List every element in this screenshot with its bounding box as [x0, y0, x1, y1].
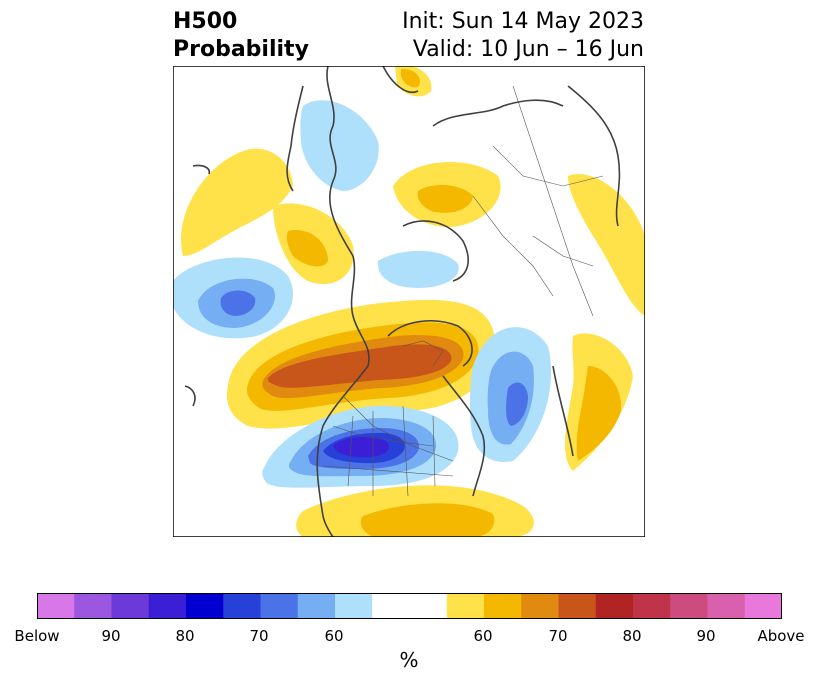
below-normal-central-trough	[262, 405, 459, 488]
colorbar-tick: 80	[622, 627, 642, 645]
coastlines	[184, 66, 621, 537]
colorbar-tick: 80	[175, 627, 195, 645]
colorbar-segment	[186, 593, 224, 619]
colorbar-tick: 90	[696, 627, 716, 645]
colorbar-segment	[484, 593, 522, 619]
below-normal-europe	[377, 250, 459, 288]
colorbar-segment	[744, 593, 782, 619]
colorbar-segment	[111, 593, 150, 619]
above-normal-europe	[393, 66, 501, 227]
colorbar-segment	[558, 593, 597, 619]
above-normal-south	[296, 485, 534, 537]
colorbar-segment	[707, 593, 746, 619]
variable-label: H500	[173, 9, 238, 34]
probability-map	[173, 66, 645, 537]
colorbar-segment	[260, 593, 299, 619]
colorbar-segment	[521, 593, 559, 619]
map-title: H500 Probability	[173, 8, 309, 64]
colorbar-segment	[223, 593, 261, 619]
colorbar-segment	[37, 593, 75, 619]
colorbar-tick: 90	[101, 627, 121, 645]
date-info: Init: Sun 14 May 2023 Valid: 10 Jun – 16…	[402, 8, 644, 64]
above-normal-central-ridge	[227, 299, 496, 429]
colorbar-segment	[595, 593, 634, 619]
colorbar-unit-label: %	[399, 648, 419, 672]
borders	[322, 85, 604, 497]
colorbar-segment	[74, 593, 112, 619]
colorbar-segment	[670, 593, 708, 619]
colorbar-segment	[297, 593, 336, 619]
colorbar-segment	[446, 593, 485, 619]
below-normal-asia	[469, 327, 552, 462]
above-normal-asia	[565, 174, 645, 471]
colorbar-tick: 60	[324, 627, 344, 645]
colorbar-border	[37, 593, 782, 619]
colorbar-segment	[372, 593, 448, 619]
colorbar-segment	[148, 593, 187, 619]
colorbar-segment	[633, 593, 671, 619]
colorbar-tick: 70	[249, 627, 269, 645]
valid-range: Valid: 10 Jun – 16 Jun	[412, 37, 644, 62]
colorbar-tick: 70	[548, 627, 568, 645]
colorbar-tick: Below	[14, 627, 60, 645]
product-label: Probability	[173, 37, 309, 62]
colorbar-segment	[335, 593, 373, 619]
colorbar-tick: 60	[473, 627, 493, 645]
below-normal-north	[300, 100, 379, 191]
init-date: Init: Sun 14 May 2023	[402, 9, 644, 34]
colorbar	[37, 593, 782, 619]
below-normal-pacific	[173, 257, 293, 339]
colorbar-tick: Above	[757, 627, 805, 645]
above-normal-west-band	[181, 148, 354, 285]
